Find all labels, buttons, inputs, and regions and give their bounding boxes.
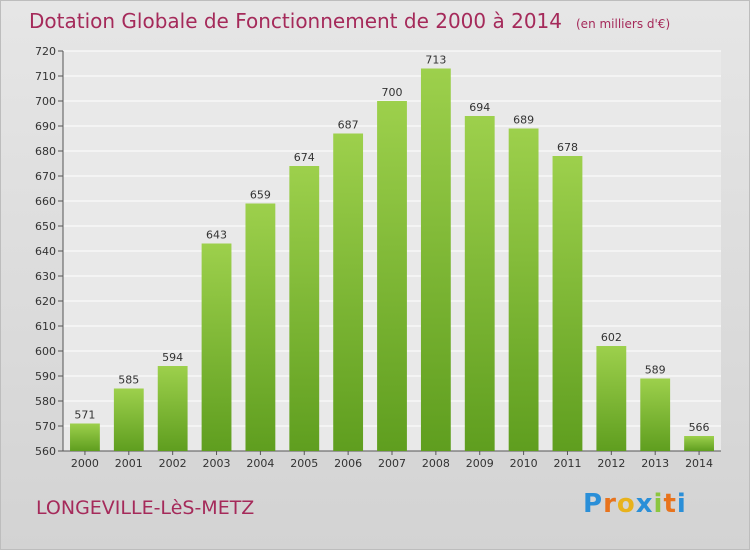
x-tick-label: 2013 — [641, 457, 669, 470]
y-tick-label: 560 — [35, 445, 56, 458]
chart-title-text: Dotation Globale de Fonctionnement de 20… — [29, 9, 562, 33]
y-tick-label: 590 — [35, 370, 56, 383]
chart-title: Dotation Globale de Fonctionnement de 20… — [29, 9, 670, 33]
y-tick-label: 660 — [35, 195, 56, 208]
x-tick-label: 2008 — [422, 457, 450, 470]
y-tick-label: 650 — [35, 220, 56, 233]
bar — [640, 378, 671, 451]
logo-letter: r — [603, 489, 617, 519]
x-tick-label: 2002 — [159, 457, 187, 470]
data-label: 678 — [557, 141, 578, 154]
proxiti-logo: Proxiti — [583, 489, 687, 519]
chart-unit: (en milliers d'€) — [576, 17, 671, 31]
y-tick-label: 570 — [35, 420, 56, 433]
bar — [684, 436, 714, 451]
bar — [113, 388, 144, 451]
bar — [289, 166, 320, 451]
y-tick-label: 600 — [35, 345, 56, 358]
y-tick-label: 580 — [35, 395, 56, 408]
bar — [420, 68, 451, 451]
bar — [464, 116, 495, 451]
data-label: 571 — [74, 409, 95, 422]
bar — [508, 128, 539, 451]
data-label: 687 — [338, 119, 359, 132]
bar — [157, 366, 188, 451]
data-label: 585 — [118, 374, 139, 387]
x-tick-label: 2010 — [510, 457, 538, 470]
x-tick-label: 2000 — [71, 457, 99, 470]
x-tick-label: 2006 — [334, 457, 362, 470]
bar — [552, 156, 583, 451]
x-tick-label: 2009 — [466, 457, 494, 470]
data-label: 602 — [601, 331, 622, 344]
data-label: 589 — [645, 364, 666, 377]
bar — [245, 203, 276, 451]
logo-letter: x — [635, 489, 654, 519]
y-tick-label: 630 — [35, 270, 56, 283]
data-label: 659 — [250, 189, 271, 202]
x-tick-label: 2007 — [378, 457, 406, 470]
logo-letter: P — [583, 489, 604, 519]
x-tick-label: 2011 — [553, 457, 581, 470]
x-tick-label: 2001 — [115, 457, 143, 470]
logo-letter: i — [676, 489, 687, 519]
y-tick-label: 700 — [35, 95, 56, 108]
bar — [377, 101, 407, 451]
bar — [333, 133, 364, 451]
data-label: 674 — [294, 151, 315, 164]
x-tick-label: 2014 — [685, 457, 713, 470]
y-tick-label: 620 — [35, 295, 56, 308]
logo-letter: t — [663, 489, 677, 519]
bar — [201, 243, 232, 451]
logo-letter: i — [653, 489, 664, 519]
x-tick-label: 2005 — [290, 457, 318, 470]
bar — [70, 423, 100, 451]
data-label: 643 — [206, 229, 227, 242]
data-label: 689 — [513, 114, 534, 127]
y-tick-label: 720 — [35, 45, 56, 58]
logo-letter: o — [616, 489, 636, 519]
y-tick-label: 680 — [35, 145, 56, 158]
data-label: 566 — [689, 421, 710, 434]
commune-name: LONGEVILLE-LèS-METZ — [36, 497, 255, 519]
y-tick-label: 690 — [35, 120, 56, 133]
x-tick-label: 2012 — [597, 457, 625, 470]
y-tick-label: 640 — [35, 245, 56, 258]
x-tick-label: 2003 — [203, 457, 231, 470]
y-tick-label: 610 — [35, 320, 56, 333]
x-tick-label: 2004 — [246, 457, 274, 470]
bar — [596, 346, 627, 451]
data-label: 594 — [162, 351, 183, 364]
data-label: 694 — [469, 101, 490, 114]
y-tick-label: 670 — [35, 170, 56, 183]
y-tick-label: 710 — [35, 70, 56, 83]
data-label: 713 — [425, 54, 446, 67]
data-label: 700 — [382, 86, 403, 99]
